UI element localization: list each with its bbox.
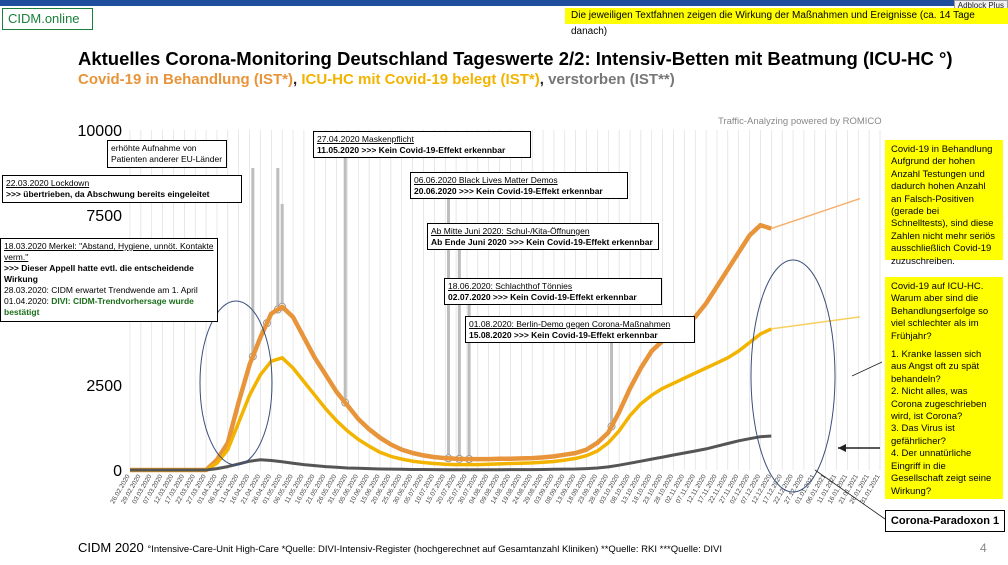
annotation-line: 18.03.2020 Merkel: "Abstand, Hygiene, un… [4, 241, 214, 262]
annotation-line: 18.06.2020: Schlachthof Tönnies [448, 281, 573, 291]
annotation-toennies: 18.06.2020: Schlachthof Tönnies 02.07.20… [444, 278, 662, 305]
chart-subtitle: Covid-19 in Behandlung (IST*), ICU-HC mi… [78, 71, 675, 88]
side-note-line: 1. Kranke lassen sich aus Angst oft zu s… [891, 349, 982, 385]
paradox-label: Corona-Paradoxon 1 [885, 510, 1005, 532]
y-tick-label: 2500 [86, 378, 122, 395]
side-note-treatment: Covid-19 in Behandlung Aufgrund der hohe… [885, 140, 1003, 267]
y-tick-label: 7500 [86, 208, 122, 225]
highlight-ellipses [199, 259, 886, 520]
arrow-head [838, 444, 846, 452]
trend-line [771, 316, 861, 330]
series-line [130, 434, 772, 472]
annotation-lockdown: 22.03.2020 Lockdown >>> übertrieben, da … [2, 175, 242, 203]
footer-left: CIDM 2020 [78, 540, 144, 555]
annotation-merkel: 18.03.2020 Merkel: "Abstand, Hygiene, un… [0, 238, 218, 322]
annotation-berlin: 01.08.2020: Berlin-Demo gegen Corona-Maß… [465, 316, 695, 343]
annotation-mask: 27.04.2020 Maskenpflicht 11.05.2020 >>> … [313, 131, 531, 158]
highlight-ellipse [750, 259, 836, 493]
page-number: 4 [980, 541, 987, 555]
side-note-line: 3. Das Virus ist gefährlicher? [891, 423, 955, 447]
annotation-line: 15.08.2020 >>> Kein Covid-19-Effekt erke… [469, 330, 658, 340]
annotation-line: 20.06.2020 >>> Kein Covid-19-Effekt erke… [414, 186, 603, 196]
subtitle-separator: , [539, 71, 549, 88]
annotation-line: >>> Dieser Appell hatte evtl. die entsch… [4, 263, 194, 284]
side-note-line: 4. Der unnatürliche Eingriff in die Gese… [891, 448, 992, 497]
annotation-line: 01.08.2020: Berlin-Demo gegen Corona-Maß… [469, 319, 671, 329]
credit-label: Traffic-Analyzing powered by ROMICO [718, 116, 882, 127]
annotation-line: Ab Ende Juni 2020 >>> Kein Covid-19-Effe… [431, 237, 653, 247]
y-axis: 0 2500 7500 10000 [78, 123, 123, 480]
series-line [130, 222, 772, 473]
subtitle-deaths: verstorben (IST**) [548, 71, 675, 88]
side-note-icu: Covid-19 auf ICU-HC. Warum aber sind die… [885, 277, 1003, 499]
arrow-line [851, 361, 883, 377]
y-tick-label: 0 [113, 463, 122, 480]
annotation-line: 27.04.2020 Maskenpflicht [317, 134, 414, 144]
annotation-blm: 06.06.2020 Black Lives Matter Demos 20.0… [410, 172, 628, 199]
y-tick-label: 10000 [78, 123, 123, 140]
side-note-line: Covid-19 auf ICU-HC. Warum aber sind die… [891, 281, 989, 342]
annotation-line: 01.04.2020: DIVI: CIDM-Trendvorhersage w… [4, 296, 214, 318]
trend-line [771, 197, 861, 230]
annotation-school: Ab Mitte Juni 2020: Schul-/Kita-Öffnunge… [427, 223, 659, 250]
side-note-line: 2. Nicht alles, was Corona zugeschrieben… [891, 386, 987, 423]
annotation-text: erhöhte Aufnahme von Patienten anderer E… [111, 143, 223, 164]
annotation-line: 06.06.2020 Black Lives Matter Demos [414, 175, 558, 185]
brand-label: CIDM.online [2, 8, 93, 30]
subtitle-separator: , [293, 71, 302, 88]
browser-toolbar-strip [0, 0, 1008, 6]
series-line [130, 327, 773, 472]
annotation-line: 22.03.2020 Lockdown [6, 178, 90, 188]
annotation-line: 11.05.2020 >>> Kein Covid-19-Effekt erke… [317, 145, 506, 155]
annotation-line: 28.03.2020: CIDM erwartet Trendwende am … [4, 285, 198, 295]
highlight-ellipse [199, 300, 273, 466]
footer: CIDM 2020 °Intensive-Care-Unit High-Care… [78, 540, 722, 555]
subtitle-icu: ICU-HC mit Covid-19 belegt (IST*) [301, 71, 540, 88]
annotation-eu-patients: erhöhte Aufnahme von Patienten anderer E… [107, 140, 227, 168]
x-axis: 26.02.202029.02.202003.03.202007.03.2020… [109, 473, 882, 505]
top-note: Die jeweiligen Textfahnen zeigen die Wir… [565, 8, 1008, 37]
arrow-line [814, 469, 886, 520]
annotation-line: Ab Mitte Juni 2020: Schul-/Kita-Öffnunge… [431, 226, 590, 236]
annotation-prefix: 01.04.2020: [4, 296, 52, 306]
annotation-line: >>> übertrieben, da Abschwung bereits ei… [6, 189, 210, 199]
annotation-highlight: DIVI: CIDM-Trendvorhersage wurde bestäti… [4, 296, 194, 317]
chart-title: Aktuelles Corona-Monitoring Deutschland … [78, 48, 953, 69]
annotation-line: 02.07.2020 >>> Kein Covid-19-Effekt erke… [448, 292, 637, 302]
footer-sources: °Intensive-Care-Unit High-Care *Quelle: … [147, 544, 722, 555]
subtitle-treatment: Covid-19 in Behandlung (IST*) [78, 71, 294, 88]
